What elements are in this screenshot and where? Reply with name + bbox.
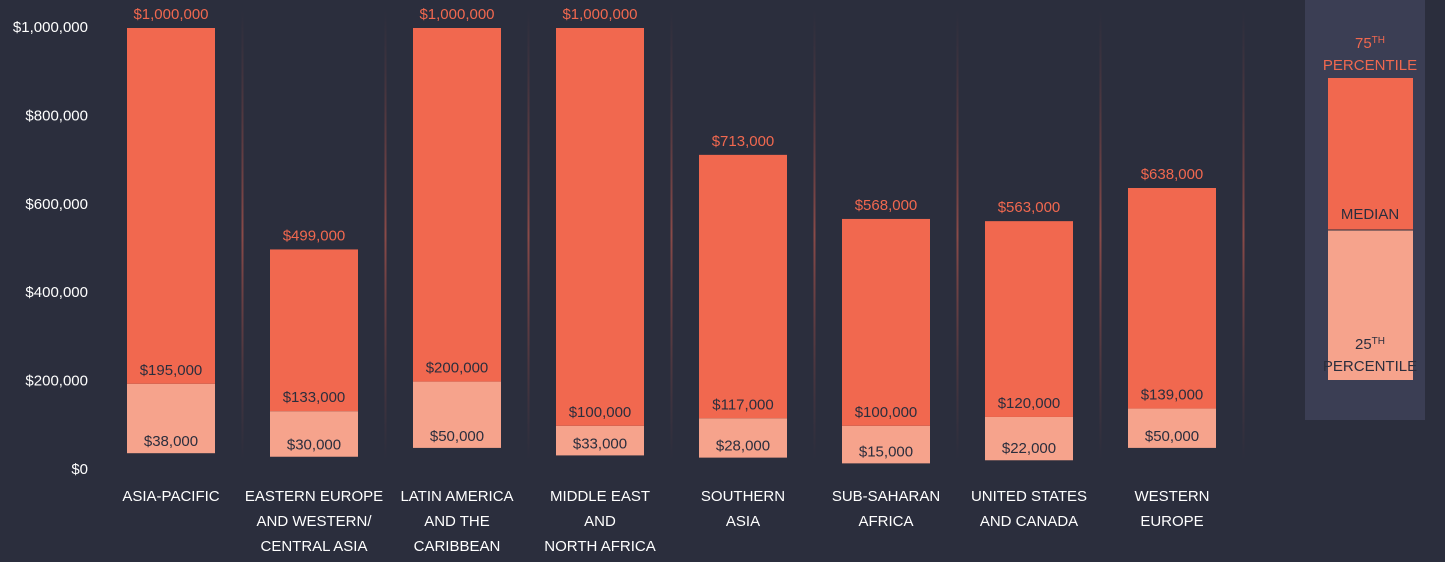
bar-lower xyxy=(127,383,215,454)
x-tick-label: MIDDLE EAST xyxy=(550,488,650,505)
value-label-median: $139,000 xyxy=(1141,387,1204,404)
value-label-75: $563,000 xyxy=(998,199,1061,216)
legend-top-label: PERCENTILE xyxy=(1323,57,1417,74)
value-label-median: $200,000 xyxy=(426,360,489,377)
legend-bottom: 25TH xyxy=(1355,336,1385,353)
bar-lower xyxy=(270,411,358,457)
x-tick-label: AFRICA xyxy=(858,513,913,530)
bar-upper xyxy=(1128,188,1216,409)
legend-suffix: TH xyxy=(1372,35,1385,46)
legend-swatch-upper xyxy=(1328,78,1413,230)
value-label-median: $100,000 xyxy=(569,404,632,421)
legend-top: 75TH xyxy=(1355,35,1385,52)
value-label-median: $120,000 xyxy=(998,395,1061,412)
value-label-25: $28,000 xyxy=(716,438,770,455)
value-label-median: $195,000 xyxy=(140,362,203,379)
bar-upper xyxy=(127,28,215,384)
x-tick-label: SUB-SAHARAN xyxy=(832,488,940,505)
column-separator xyxy=(670,10,673,460)
bar-upper xyxy=(985,221,1073,417)
bar-lower xyxy=(1128,408,1216,448)
column-separator xyxy=(384,10,387,460)
x-tick-label: AND THE xyxy=(424,513,490,530)
column-separator xyxy=(956,10,959,460)
x-tick-label: ASIA xyxy=(726,513,760,530)
x-tick-label: ASIA-PACIFIC xyxy=(122,488,219,505)
bar-lower xyxy=(413,381,501,448)
x-tick-label: AND xyxy=(584,513,616,530)
value-label-75: $638,000 xyxy=(1141,166,1204,183)
x-tick-label: AND WESTERN/ xyxy=(256,513,372,530)
value-label-median: $100,000 xyxy=(855,404,918,421)
bar-lower xyxy=(699,418,787,458)
y-tick-label: $200,000 xyxy=(25,373,88,390)
value-label-25: $38,000 xyxy=(144,433,198,450)
x-tick-label: NORTH AFRICA xyxy=(544,538,655,555)
x-tick-label: CARIBBEAN xyxy=(414,538,501,555)
value-label-25: $33,000 xyxy=(573,435,627,452)
bar-lower xyxy=(556,425,644,456)
bar-lower xyxy=(985,416,1073,461)
value-label-75: $499,000 xyxy=(283,227,346,244)
legend-suffix: TH xyxy=(1372,336,1385,347)
y-tick-label: $800,000 xyxy=(25,107,88,124)
x-tick-label: AND CANADA xyxy=(980,513,1078,530)
bar-lower xyxy=(842,425,930,464)
column-separator xyxy=(241,10,244,460)
value-label-25: $50,000 xyxy=(1145,428,1199,445)
legend-swatch-lower xyxy=(1328,230,1413,380)
value-label-75: $1,000,000 xyxy=(562,6,637,23)
bar-upper xyxy=(270,249,358,412)
value-label-median: $117,000 xyxy=(712,396,773,413)
x-tick-label: LATIN AMERICA xyxy=(400,488,513,505)
legend-middle: MEDIAN xyxy=(1341,206,1399,223)
value-label-25: $50,000 xyxy=(430,428,484,445)
separators xyxy=(241,10,1245,460)
value-label-75: $1,000,000 xyxy=(133,6,208,23)
x-tick-label: WESTERN xyxy=(1135,488,1210,505)
value-label-75: $713,000 xyxy=(712,133,775,150)
y-tick-label: $0 xyxy=(71,461,88,478)
x-tick-label: CENTRAL ASIA xyxy=(261,538,368,555)
bar-upper xyxy=(556,28,644,426)
column-separator xyxy=(1099,10,1102,460)
y-tick-label: $1,000,000 xyxy=(13,19,88,36)
x-tick-label: SOUTHERN xyxy=(701,488,785,505)
x-tick-label: EASTERN EUROPE xyxy=(245,488,383,505)
x-tick-label: UNITED STATES xyxy=(971,488,1087,505)
legend-number: 75 xyxy=(1355,35,1372,52)
value-label-25: $22,000 xyxy=(1002,440,1056,457)
y-tick-label: $600,000 xyxy=(25,196,88,213)
value-label-25: $15,000 xyxy=(859,443,913,460)
bar-upper xyxy=(699,154,787,419)
value-label-median: $133,000 xyxy=(283,389,346,406)
bar-upper xyxy=(842,218,930,426)
bar-upper xyxy=(413,28,501,382)
x-tick-label: EUROPE xyxy=(1140,513,1203,530)
column-separator xyxy=(813,10,816,460)
value-label-75: $568,000 xyxy=(855,197,918,214)
legend-number: 25 xyxy=(1355,336,1372,353)
value-label-75: $1,000,000 xyxy=(419,6,494,23)
y-tick-label: $400,000 xyxy=(25,284,88,301)
value-label-25: $30,000 xyxy=(287,437,341,454)
column-separator xyxy=(527,10,530,460)
column-separator xyxy=(1242,10,1245,460)
legend-bottom-label: PERCENTILE xyxy=(1323,358,1417,375)
